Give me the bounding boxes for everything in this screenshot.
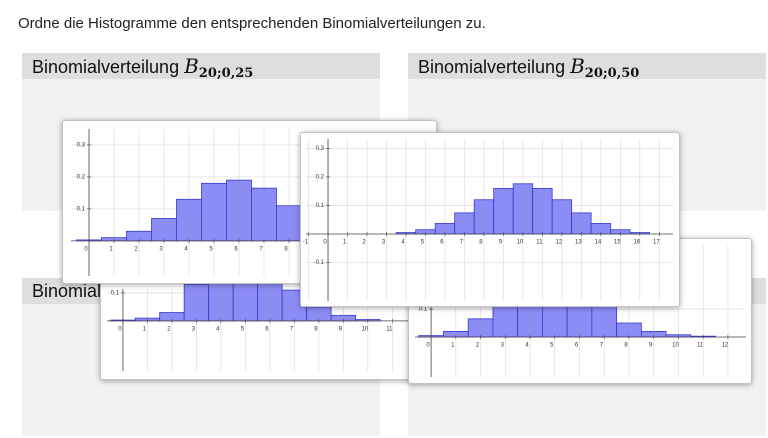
x-tick-label: 12 (722, 343, 729, 349)
x-tick-label: 1 (451, 343, 455, 349)
x-tick-label: 6 (234, 246, 238, 252)
x-tick-label: 11 (536, 240, 543, 246)
x-tick-label: 12 (556, 240, 563, 246)
bar (183, 284, 210, 322)
x-tick-label: 4 (216, 326, 220, 332)
x-tick-label: 5 (209, 246, 213, 252)
bar (591, 305, 618, 338)
bar (467, 318, 494, 338)
bar (176, 198, 202, 242)
x-tick-label: 9 (339, 326, 343, 332)
bar (473, 199, 495, 235)
x-tick-label: 2 (134, 246, 138, 252)
x-tick-label: 7 (259, 246, 263, 252)
instruction: Ordne die Histogramme den entsprechenden… (18, 15, 486, 32)
x-tick-label: 5 (241, 326, 245, 332)
bar (616, 322, 642, 338)
bar (571, 212, 592, 235)
x-tick-label: 5 (421, 240, 425, 246)
x-tick-label: 8 (624, 343, 628, 349)
x-tick-label: 8 (284, 246, 288, 252)
y-tick-label: 0.3 (77, 143, 86, 149)
x-tick-label: 0 (426, 343, 430, 349)
x-tick-label: 1 (109, 246, 113, 252)
x-tick-label: 17 (653, 240, 660, 246)
histogram-card[interactable]: -1 0 1 2 3 4 5 6 7 8 9 10 11 12 13 14 15 16 17 -0.1 0.1 0.2 0.… (300, 132, 680, 307)
bar (493, 187, 514, 235)
bar (151, 218, 177, 242)
y-tick-label: 0.1 (419, 307, 428, 313)
zone-label: Binomialverteilung (32, 57, 180, 77)
x-tick-label: 4 (401, 240, 405, 246)
bar (454, 212, 475, 235)
x-tick-label: 3 (382, 240, 386, 246)
zone-symbol: B (570, 54, 585, 78)
x-tick-label: 8 (314, 326, 318, 332)
x-tick-label: 0 (323, 240, 327, 246)
bar (512, 183, 534, 235)
zone-header: Binomialverteilung B20;0,25 (22, 53, 380, 79)
x-tick-label: 1 (343, 240, 347, 246)
y-tick-label: 0.3 (316, 146, 325, 152)
y-tick-label: -0.1 (314, 260, 325, 266)
bar (226, 179, 252, 242)
x-tick-label: -1 (303, 240, 309, 246)
zone-symbol: B (184, 54, 199, 78)
x-tick-label: 10 (362, 326, 369, 332)
x-tick-label: 0 (118, 326, 122, 332)
x-tick-label: 4 (525, 343, 529, 349)
x-tick-label: 9 (499, 240, 503, 246)
x-tick-label: 10 (672, 343, 679, 349)
y-tick-label: 0.1 (316, 203, 325, 209)
x-tick-label: 3 (192, 326, 196, 332)
x-tick-label: 8 (479, 240, 483, 246)
bar (276, 205, 302, 242)
x-tick-label: 0 (84, 246, 88, 252)
x-tick-label: 6 (440, 240, 444, 246)
x-tick-label: 16 (634, 240, 641, 246)
x-tick-label: 15 (614, 240, 621, 246)
x-tick-label: 6 (575, 343, 579, 349)
x-tick-label: 4 (184, 246, 188, 252)
zone-header: Binomialverteilung B20;0,50 (408, 53, 766, 79)
bar (306, 306, 332, 322)
x-tick-label: 7 (460, 240, 464, 246)
x-tick-label: 13 (575, 240, 582, 246)
x-tick-label: 1 (143, 326, 147, 332)
x-tick-label: 11 (697, 343, 704, 349)
x-tick-label: 6 (265, 326, 269, 332)
x-tick-label: 3 (501, 343, 505, 349)
x-tick-label: 2 (167, 326, 171, 332)
histogram: -1 0 1 2 3 4 5 6 7 8 9 10 11 12 13 14 15 16 17-0.10.10.20.… (303, 139, 673, 301)
x-tick-label: 3 (159, 246, 163, 252)
y-tick-label: 0.1 (77, 206, 86, 212)
bar (551, 199, 573, 235)
x-tick-label: 9 (649, 343, 653, 349)
x-tick-label: 10 (517, 240, 524, 246)
y-tick-label: 0.2 (77, 175, 86, 181)
zone-subscript: 20;0,50 (584, 66, 640, 79)
y-tick-label: 0.2 (316, 175, 325, 181)
x-tick-label: 2 (362, 240, 366, 246)
x-tick-label: 5 (550, 343, 554, 349)
bar (532, 187, 553, 235)
histogram-card[interactable]: 0 1 2 3 4 5 6 7 8 0.1 0.2 0.3 (62, 120, 437, 284)
x-tick-label: 11 (386, 326, 393, 332)
x-tick-label: 7 (600, 343, 604, 349)
y-tick-label: 0.1 (111, 290, 120, 296)
x-tick-label: 7 (290, 326, 294, 332)
x-tick-label: 2 (476, 343, 480, 349)
bar (201, 182, 227, 242)
bar (251, 187, 277, 242)
x-tick-label: 14 (595, 240, 602, 246)
zone-subscript: 20;0,25 (198, 66, 254, 79)
zone-label: Binomialverteilung (418, 57, 566, 77)
